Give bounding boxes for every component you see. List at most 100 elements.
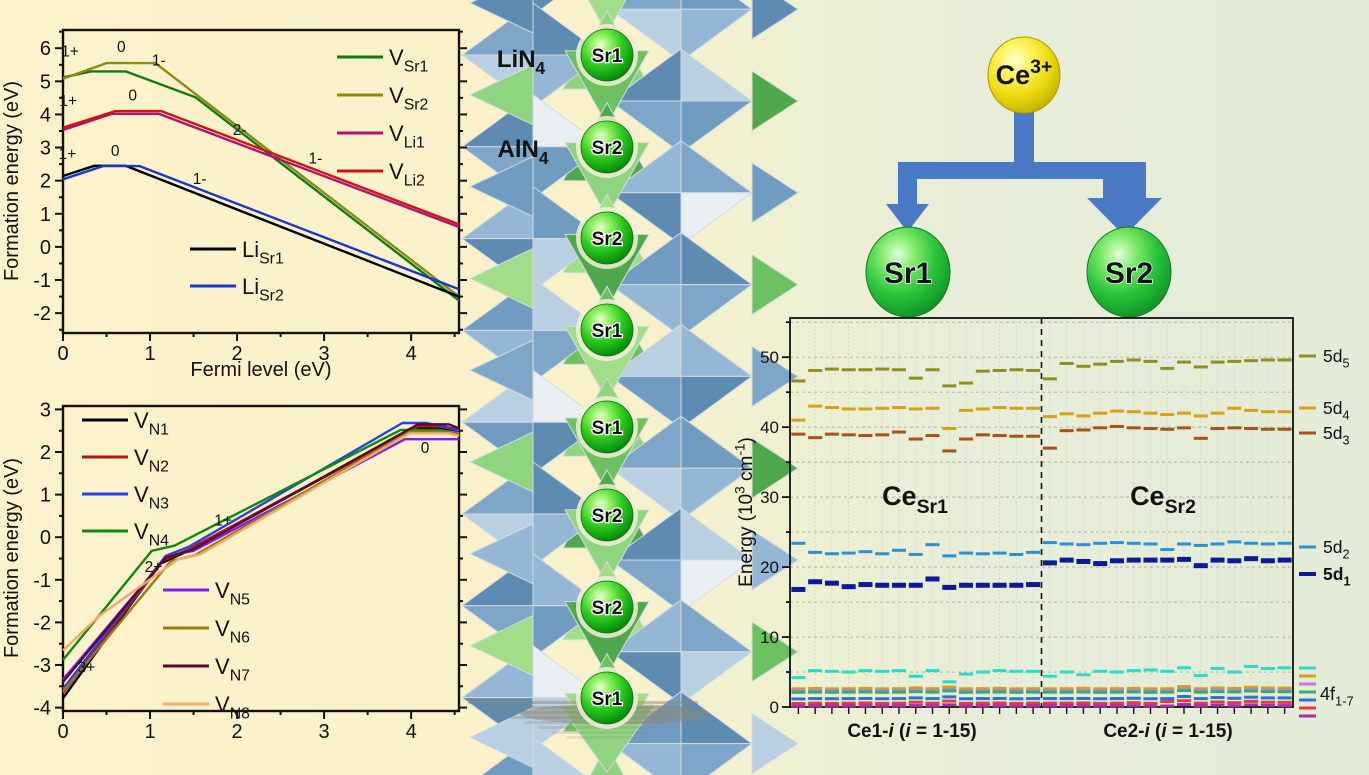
level-dash-5d2 bbox=[1126, 541, 1141, 545]
level-dash-4f6 bbox=[925, 687, 940, 691]
level-dash-4f6 bbox=[908, 686, 923, 690]
level-dash-4f7 bbox=[1143, 668, 1158, 672]
level-dash-5d4 bbox=[1076, 414, 1091, 418]
level-dash-5d5 bbox=[1076, 364, 1091, 368]
level-dash-5d1 bbox=[841, 584, 856, 590]
sr-sphere-label: Sr1 bbox=[592, 418, 623, 439]
level-dash-5d5 bbox=[959, 381, 974, 385]
level-dash-4f5 bbox=[925, 689, 940, 693]
level-dash-4f5 bbox=[1260, 688, 1275, 692]
spike bbox=[751, 253, 799, 316]
series-line-V_N7 bbox=[62, 423, 460, 683]
level-dash-5d3 bbox=[1244, 427, 1259, 431]
level-dash-4f6 bbox=[791, 687, 806, 691]
level-dash-5d5 bbox=[891, 368, 906, 372]
level-dash-4f3 bbox=[1177, 695, 1192, 699]
level-dash-5d3 bbox=[824, 432, 839, 436]
level-dash-5d2 bbox=[1009, 552, 1024, 556]
polyhedron-facet bbox=[608, 192, 682, 246]
y-tick-label: 1 bbox=[40, 204, 51, 226]
level-dash-4f4 bbox=[1210, 690, 1225, 694]
level-dash-5d4 bbox=[858, 407, 873, 411]
level-dash-5d3 bbox=[1042, 446, 1057, 450]
level-dash-4f2 bbox=[925, 701, 940, 705]
level-dash-4f6 bbox=[858, 686, 873, 690]
level-dash-4f2 bbox=[1160, 700, 1175, 704]
level-dash-5d3 bbox=[858, 434, 873, 438]
legend-label-V_N5: VN5 bbox=[215, 578, 250, 609]
level-dash-5d1 bbox=[1109, 558, 1124, 564]
sr-target-sphere bbox=[1086, 226, 1172, 318]
level-dash-4f2 bbox=[1026, 701, 1041, 705]
level-dash-5d5 bbox=[1126, 358, 1141, 362]
level-dash-5d5 bbox=[824, 367, 839, 371]
level-dash-4f7 bbox=[791, 676, 806, 680]
y-tick-label: 3 bbox=[40, 138, 51, 160]
sr-sphere-label: Sr2 bbox=[592, 598, 623, 619]
level-dash-4f3 bbox=[1126, 696, 1141, 700]
level-dash-5d1 bbox=[1143, 557, 1158, 563]
level-dash-4f5 bbox=[975, 689, 990, 693]
level-dash-5d2 bbox=[858, 550, 873, 554]
level-dash-4f7 bbox=[875, 669, 890, 673]
legend-label-5d3: 5d3 bbox=[1323, 423, 1349, 447]
charge-state-label: 2+ bbox=[145, 559, 163, 576]
level-dash-5d1 bbox=[1260, 558, 1275, 564]
level-dash-4f7 bbox=[1177, 666, 1192, 670]
level-dash-4f4 bbox=[942, 689, 957, 693]
legend-label-5d2: 5d2 bbox=[1323, 537, 1349, 561]
level-dash-4f2 bbox=[1177, 699, 1192, 703]
y-tick-label: -1 bbox=[33, 570, 51, 592]
level-dash-5d2 bbox=[1109, 541, 1124, 545]
level-dash-5d3 bbox=[1210, 427, 1225, 431]
level-dash-4f4 bbox=[908, 690, 923, 694]
y-tick-label: -2 bbox=[33, 303, 51, 325]
level-dash-4f4 bbox=[891, 690, 906, 694]
charge-state-label: 1+ bbox=[61, 43, 79, 60]
block-axis-label: Ce1-i (i = 1-15) bbox=[847, 721, 976, 742]
level-dash-5d5 bbox=[1160, 366, 1175, 370]
level-dash-5d1 bbox=[1193, 563, 1208, 569]
level-dash-5d3 bbox=[1277, 427, 1292, 431]
level-dash-5d5 bbox=[791, 379, 806, 383]
level-dash-5d4 bbox=[808, 404, 823, 408]
level-dash-4f2 bbox=[1193, 701, 1208, 705]
level-dash-5d1 bbox=[1093, 561, 1108, 567]
level-dash-5d1 bbox=[1042, 560, 1057, 566]
level-dash-4f7 bbox=[858, 669, 873, 673]
level-dash-4f7 bbox=[992, 669, 1007, 673]
series-line-V_Sr2 bbox=[62, 61, 460, 298]
level-dash-5d1 bbox=[1160, 557, 1175, 563]
level-dash-5d2 bbox=[1260, 542, 1275, 546]
level-dash-4f6 bbox=[1227, 686, 1242, 690]
sr-sphere bbox=[580, 211, 634, 265]
level-dash-4f6 bbox=[1143, 687, 1158, 691]
level-dash-5d4 bbox=[824, 406, 839, 410]
x-tick-label: 3 bbox=[319, 343, 330, 365]
level-dash-4f1 bbox=[1026, 704, 1041, 708]
level-dash-5d2 bbox=[1210, 542, 1225, 546]
level-dash-5d2 bbox=[942, 554, 957, 558]
y-axis-title: Energy (103 cm-1) bbox=[732, 437, 757, 587]
level-dash-5d5 bbox=[875, 367, 890, 371]
level-dash-4f7 bbox=[1244, 664, 1259, 668]
charge-state-label: 1+ bbox=[59, 146, 77, 163]
charge-state-label: 0 bbox=[128, 88, 137, 105]
polyhedron-facet bbox=[608, 375, 682, 430]
level-dash-4f4 bbox=[1059, 690, 1074, 694]
level-dash-5d2 bbox=[841, 551, 856, 555]
level-dash-4f1 bbox=[925, 704, 940, 708]
spike bbox=[751, 70, 799, 132]
level-dash-4f2 bbox=[1042, 701, 1057, 705]
level-dash-4f5 bbox=[1093, 689, 1108, 693]
level-dash-5d1 bbox=[1277, 557, 1292, 563]
level-dash-4f2 bbox=[1143, 701, 1158, 705]
level-dash-5d2 bbox=[1093, 541, 1108, 545]
level-dash-4f5 bbox=[1076, 688, 1091, 692]
x-tick-label: 2 bbox=[232, 343, 243, 365]
level-dash-4f3 bbox=[1059, 697, 1074, 701]
y-tick-label: 50 bbox=[760, 348, 779, 367]
level-dash-5d1 bbox=[875, 582, 890, 588]
